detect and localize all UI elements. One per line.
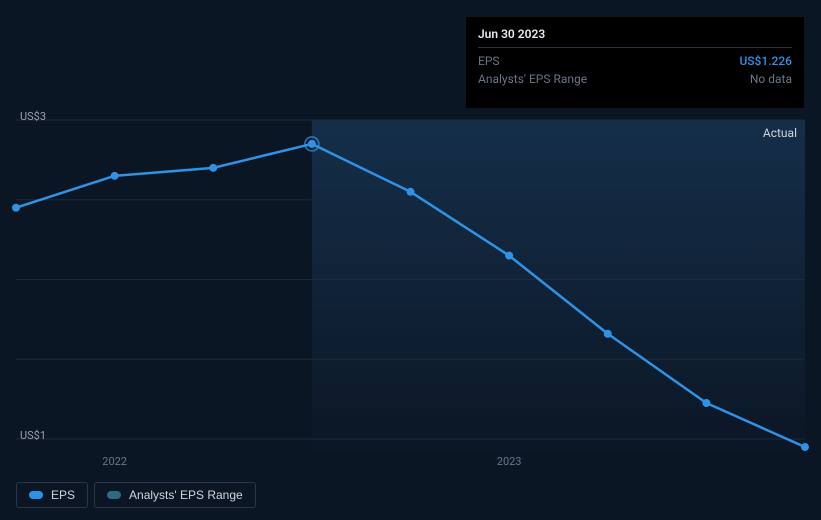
y-axis-label: US$3 xyxy=(20,110,32,123)
chart-plot[interactable]: Actual US$3US$1 xyxy=(16,120,805,455)
legend-item-eps[interactable]: EPS xyxy=(16,482,88,508)
x-axis-label: 2022 xyxy=(102,455,127,468)
chart-tooltip: Jun 30 2023 EPS US$1.226 Analysts' EPS R… xyxy=(465,16,805,109)
tooltip-row-range: Analysts' EPS Range No data xyxy=(478,70,792,88)
legend-swatch-range xyxy=(107,491,121,499)
chart-svg xyxy=(16,120,805,455)
legend-label: EPS xyxy=(51,488,75,502)
tooltip-value: No data xyxy=(750,72,792,86)
legend-item-range[interactable]: Analysts' EPS Range xyxy=(94,482,256,508)
chart-legend: EPS Analysts' EPS Range xyxy=(16,482,256,508)
legend-label: Analysts' EPS Range xyxy=(129,488,243,502)
legend-swatch-eps xyxy=(29,491,43,499)
tooltip-key: Analysts' EPS Range xyxy=(478,72,587,86)
tooltip-date: Jun 30 2023 xyxy=(478,27,792,48)
tooltip-row-eps: EPS US$1.226 xyxy=(478,52,792,70)
y-axis-label: US$1 xyxy=(20,429,32,442)
x-axis-label: 2023 xyxy=(497,455,522,468)
tooltip-key: EPS xyxy=(478,54,500,68)
actual-region-label: Actual xyxy=(763,126,797,140)
tooltip-value: US$1.226 xyxy=(739,54,792,68)
x-axis: 2022 2023 xyxy=(16,455,805,479)
